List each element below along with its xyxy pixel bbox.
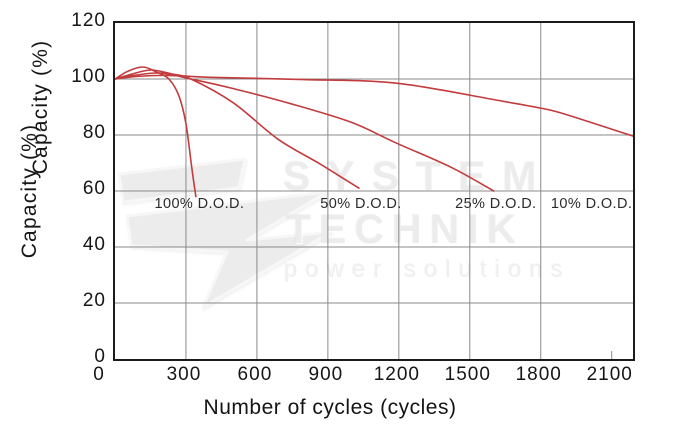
x-tick-1500: 1500 — [444, 364, 491, 385]
x-tick-900: 900 — [308, 364, 344, 385]
x-tick-0: 0 — [93, 364, 105, 385]
chart-canvas — [115, 23, 633, 359]
x-tick-300: 300 — [166, 364, 202, 385]
curve-10-d-o-d — [115, 74, 633, 137]
curve-50-d-o-d — [115, 69, 360, 189]
curve-label-10-d-o-d: 10% D.O.D. — [550, 195, 633, 212]
x-tick-600: 600 — [237, 364, 273, 385]
y-tick-0: 0 — [94, 346, 106, 367]
y-axis-label-overlap: Capacity (%) — [18, 123, 41, 259]
x-axis-title: Number of cycles (cycles) — [203, 396, 457, 419]
curve-25-d-o-d — [115, 72, 495, 192]
curve-label-25-d-o-d: 25% D.O.D. — [455, 195, 537, 212]
curve-100-d-o-d — [115, 66, 197, 198]
watermark-line2: TECHNIK — [286, 206, 525, 252]
y-tick-20: 20 — [82, 290, 106, 311]
watermark-line3: power solutions — [284, 256, 571, 283]
y-tick-100: 100 — [71, 66, 106, 87]
x-tick-2100: 2100 — [586, 364, 633, 385]
y-tick-60: 60 — [82, 178, 106, 199]
x-tick-1800: 1800 — [515, 364, 562, 385]
y-tick-120: 120 — [71, 10, 106, 31]
plot-area: 100% D.O.D. 50% D.O.D. 25% D.O.D. 10% D.O.D… — [113, 21, 635, 361]
y-tick-80: 80 — [82, 122, 106, 143]
curve-label-100-d-o-d: 100% D.O.D. — [154, 195, 245, 212]
x-tick-1200: 1200 — [373, 364, 420, 385]
curve-label-50-d-o-d: 50% D.O.D. — [320, 195, 402, 212]
y-tick-40: 40 — [82, 234, 106, 255]
